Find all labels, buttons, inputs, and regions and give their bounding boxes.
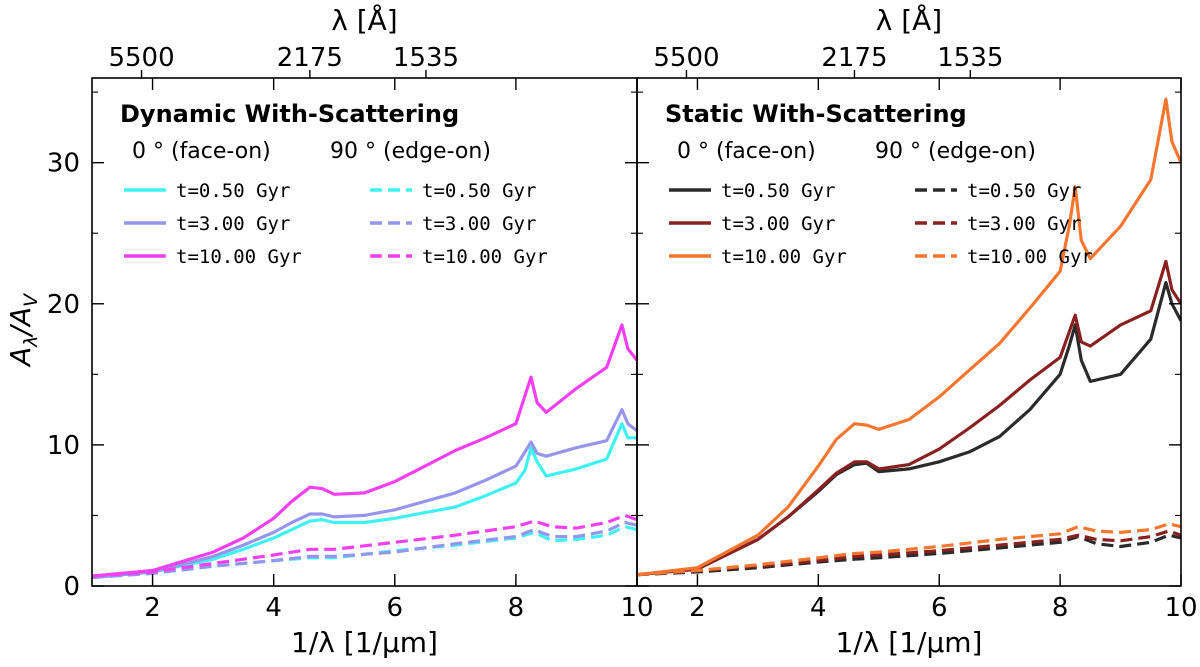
x-tick-label: 8 xyxy=(508,593,525,623)
legend-entry: t=3.00 Gyr xyxy=(721,213,835,235)
top-tick-label: 5500 xyxy=(653,43,719,73)
legend-entry: t=0.50 Gyr xyxy=(967,180,1081,202)
x-tick-label: 4 xyxy=(265,593,282,623)
top-tick-label: 1535 xyxy=(393,43,459,73)
series-line-face-0 xyxy=(637,281,1181,577)
series-group xyxy=(637,97,1181,577)
legend-entry: t=3.00 Gyr xyxy=(422,213,536,235)
x-tick-label: 2 xyxy=(689,593,706,623)
legend: Static With-Scattering 0 ° (face-on) 90 ° … xyxy=(665,100,1093,268)
series-group xyxy=(92,323,637,580)
series-line-face-1 xyxy=(637,259,1181,577)
y-tick-label: 0 xyxy=(63,572,80,602)
legend-entry: t=10.00 Gyr xyxy=(967,246,1093,268)
legend-col-face: 0 ° (face-on) xyxy=(677,139,816,164)
legend-col-face: 0 ° (face-on) xyxy=(132,139,271,164)
y-tick-label: 20 xyxy=(47,290,80,320)
legend-entry: t=0.50 Gyr xyxy=(176,180,290,202)
panels-layer: 2 4 6 8 10 0 10 20 30 5500 2175 1535 λ [Å] 1/λ [1/μm]… xyxy=(47,3,1198,659)
series-line-edge-4 xyxy=(92,520,637,580)
x-tick-label: 4 xyxy=(810,593,827,623)
panel-dynamic: 2 4 6 8 10 0 10 20 30 5500 2175 1535 λ [Å] 1/λ [1/μm]… xyxy=(47,3,654,659)
legend-entry: t=3.00 Gyr xyxy=(967,213,1081,235)
top-axis-title: λ [Å] xyxy=(876,3,942,37)
legend-col-edge: 90 ° (edge-on) xyxy=(875,139,1036,164)
x-axis-label: 1/λ [1/μm] xyxy=(836,626,983,659)
series-line-face-2 xyxy=(637,97,1181,577)
top-tick-label: 5500 xyxy=(108,43,174,73)
series-line-face-2 xyxy=(92,323,637,578)
legend-entry: t=10.00 Gyr xyxy=(721,246,847,268)
x-tick-label: 2 xyxy=(144,593,161,623)
top-tick-label: 2175 xyxy=(821,43,887,73)
panel-frame xyxy=(636,77,1182,587)
legend-title: Static With-Scattering xyxy=(665,100,967,128)
x-tick-label: 6 xyxy=(931,593,948,623)
legend-entry: t=0.50 Gyr xyxy=(721,180,835,202)
x-tick-label: 10 xyxy=(1164,593,1197,623)
legend-entry: t=10.00 Gyr xyxy=(176,246,302,268)
top-tick-label: 2175 xyxy=(277,43,343,73)
series-line-face-1 xyxy=(92,408,637,580)
top-axis-title: λ [Å] xyxy=(331,3,397,37)
series-line-edge-4 xyxy=(637,529,1181,577)
series-line-edge-5 xyxy=(637,522,1181,577)
series-line-edge-5 xyxy=(92,513,637,578)
x-tick-label: 10 xyxy=(620,593,653,623)
x-tick-label: 8 xyxy=(1052,593,1069,623)
top-tick-label: 1535 xyxy=(937,43,1003,73)
legend-title: Dynamic With-Scattering xyxy=(120,100,459,128)
x-tick-label: 6 xyxy=(387,593,404,623)
legend-entry: t=0.50 Gyr xyxy=(422,180,536,202)
legend-col-edge: 90 ° (edge-on) xyxy=(330,139,491,164)
legend-entry: t=3.00 Gyr xyxy=(176,213,290,235)
y-axis-label: Aλ/AV xyxy=(4,292,42,368)
legend: Dynamic With-Scattering 0 ° (face-on) 90 °… xyxy=(120,100,548,268)
legend-entry: t=10.00 Gyr xyxy=(422,246,548,268)
x-axis-label: 1/λ [1/μm] xyxy=(291,626,438,659)
panel-static: 2 4 6 8 10 5500 2175 1535 λ [Å] 1/λ [1/μm] Static … xyxy=(636,3,1198,659)
y-tick-label: 30 xyxy=(47,149,80,179)
series-line-face-0 xyxy=(92,422,637,580)
y-tick-label: 10 xyxy=(47,431,80,461)
series-line-edge-3 xyxy=(637,533,1181,577)
